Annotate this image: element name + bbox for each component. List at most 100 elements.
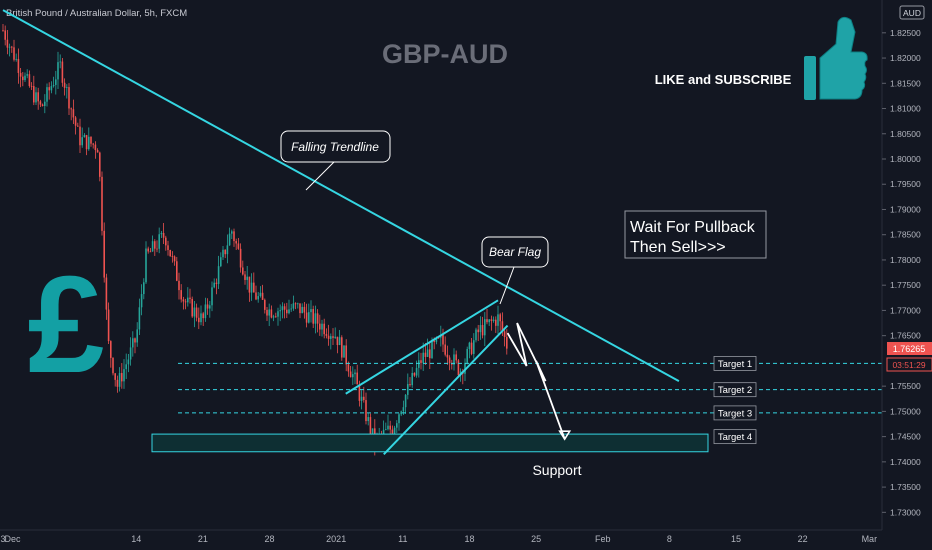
candle-body [235,241,237,244]
candle-body [211,287,213,306]
candle-body [268,309,270,316]
wait-line-2: Then Sell>>> [630,239,726,256]
candle-body [151,241,154,252]
y-tick-label: 1.73000 [890,507,921,517]
bear-flag-callout[interactable]: Bear Flag [481,236,549,305]
candle-body [184,301,187,303]
candle-body [22,76,24,81]
y-tick-label: 1.75000 [890,406,921,416]
candle-body [325,334,328,336]
price-axis[interactable]: 1.82500 1.82000 1.81500 1.81000 1.80500 1.800… [881,0,932,530]
symbol-info[interactable]: British Pound / Australian Dollar, 5h, F… [6,8,187,19]
candle-body [400,411,402,415]
currency-badge[interactable] [899,5,925,20]
wait-for-pullback-note[interactable]: Wait For Pullback Then Sell>>> [624,210,767,259]
y-tick-label: 1.80000 [890,154,921,164]
candle-body [275,316,277,318]
bear-flag-label: Bear Flag [489,245,541,259]
candle-body [11,46,13,48]
candle-body [143,282,145,295]
support-zone[interactable] [151,433,709,453]
candle-body [310,309,312,313]
candle-body [127,359,130,365]
trendlines [2,9,680,455]
currency-badge-text: AUD [903,8,921,18]
candle-body [341,337,343,358]
candle-body [35,92,37,103]
candle-body [301,306,303,314]
candle-body [182,299,185,302]
candle-body [453,354,455,365]
candle-body [466,349,468,363]
candle-body [118,373,121,387]
candle-body [198,317,200,323]
y-tick-label: 1.74000 [890,457,921,467]
y-tick-label: 1.82500 [890,28,921,38]
callout-box [481,236,549,268]
candle-body [169,250,171,257]
candle-body [233,231,235,242]
candle-body [162,232,165,238]
candle-body [312,309,314,324]
candle-body [336,336,339,346]
candle-body [396,423,398,428]
candle-body [319,323,321,330]
time-axis[interactable]: 3 Dec 14 21 28 2021 11 18 25 Feb 8 15 22 Mar [0,529,882,544]
candle-body [444,344,446,355]
candle-body [226,245,229,255]
candle-body [220,257,222,267]
candle-body [464,362,466,374]
candle-body [501,321,504,332]
candle-body [242,267,244,275]
x-tick-label: 11 [398,534,407,544]
candle-body [356,372,358,385]
candle-body [457,360,460,376]
candle-body [446,354,449,358]
candle-body [55,79,57,85]
bearish-projection-path[interactable] [506,322,566,440]
candle-body [286,309,288,314]
candle-body [424,352,427,357]
candle-body [246,276,248,280]
candle-body [26,74,28,76]
candle-body [281,306,284,311]
falling-trendline-callout[interactable]: Falling Trendline [280,130,391,191]
candle-body [200,313,202,323]
candle-body [237,243,240,249]
candle-body [347,364,350,372]
candle-body [72,109,75,118]
y-tick-label: 1.81000 [890,104,921,114]
current-price: 1.76265 [893,344,926,354]
candle-body [354,372,356,375]
current-price-bg [887,342,932,355]
candle-body [114,373,116,380]
candle-body [393,427,396,434]
y-tick-label: 1.81500 [890,78,921,88]
y-tick-label: 1.73500 [890,482,921,492]
thumbs-up-icon[interactable] [804,16,868,100]
candle-body [407,384,409,395]
trendline[interactable] [383,324,509,455]
candle-body [228,233,231,246]
x-tick-label: Feb [595,534,611,544]
like-subscribe-text[interactable]: LIKE and SUBSCRIBE [655,72,792,87]
candle-body [140,294,143,308]
y-tick-label: 1.76500 [890,331,921,341]
x-tick-label: 18 [464,534,474,544]
candle-body [266,309,268,316]
y-tick-label: 1.75500 [890,381,921,391]
trendline[interactable] [2,9,680,382]
candle-body [253,282,255,293]
x-tick-label: Dec [5,534,22,544]
candle-body [24,75,26,81]
candle-body [88,136,90,150]
candle-body [33,86,35,103]
candle-body [215,282,218,284]
x-tick-label: 14 [131,534,141,544]
trendline[interactable] [345,299,499,395]
candle-body [338,337,341,346]
candle-body [59,61,61,63]
candle-body [70,108,72,110]
candle-body [391,429,394,434]
